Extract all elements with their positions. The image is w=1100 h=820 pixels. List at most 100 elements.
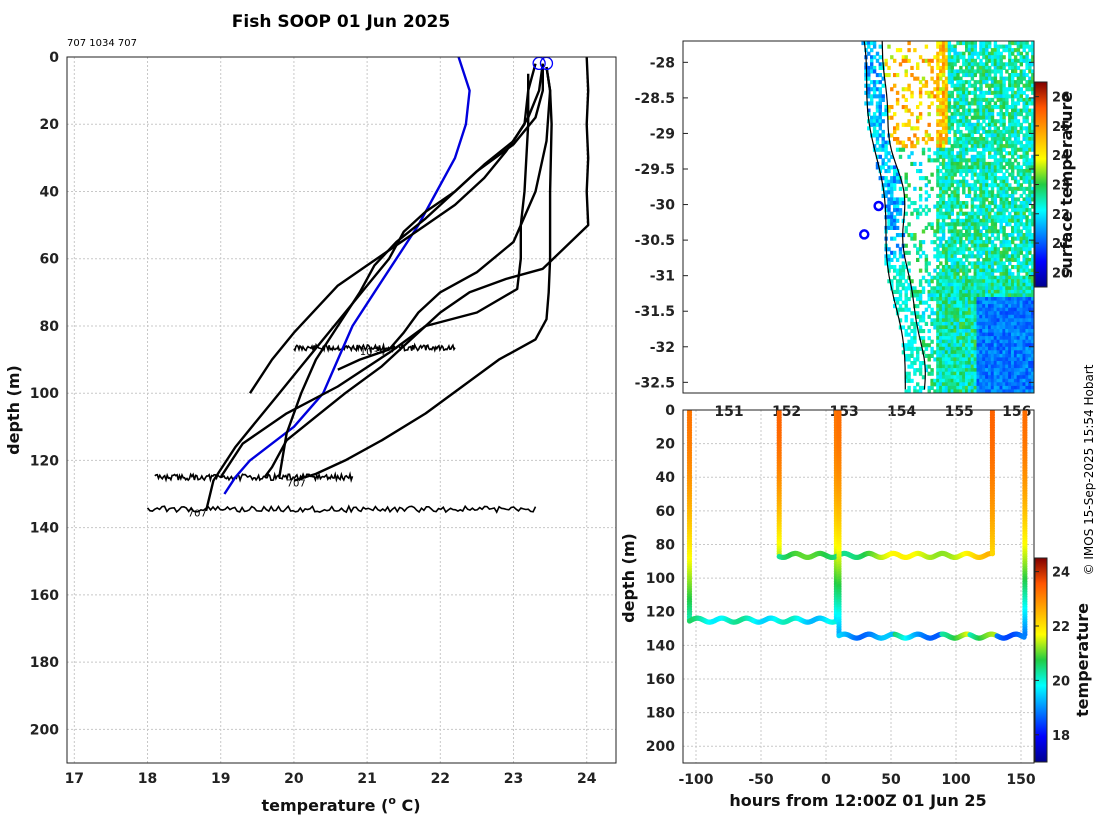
sst-cell — [1028, 44, 1032, 49]
sst-cell — [962, 190, 966, 195]
sst-cell — [973, 275, 977, 280]
time-depth-gridlines — [683, 409, 1034, 763]
sst-cell — [953, 304, 957, 309]
sst-cell — [1005, 265, 1009, 270]
sst-cell — [1013, 101, 1018, 106]
sst-cell — [956, 353, 960, 358]
sst-cell — [1011, 275, 1015, 280]
sst-cell — [953, 297, 957, 302]
sst-cell — [927, 293, 931, 298]
sst-cell — [976, 211, 980, 216]
sst-cell — [993, 41, 998, 46]
sst-cell — [950, 48, 954, 53]
sst-cell — [970, 215, 975, 220]
sst-cell — [1013, 368, 1018, 373]
sst-cell — [936, 375, 940, 380]
sst-cell — [979, 314, 983, 319]
sst-cell — [1011, 73, 1015, 78]
sst-cell — [947, 339, 952, 344]
sst-cell — [936, 165, 940, 170]
sst-cell — [1016, 282, 1021, 287]
sst-cell — [930, 346, 934, 351]
sst-cell — [965, 325, 969, 330]
sst-cell — [999, 190, 1003, 195]
sst-cell — [895, 272, 900, 277]
sst-cell — [901, 300, 906, 305]
sst-cell — [999, 314, 1003, 319]
sst-cell — [962, 282, 966, 287]
sst-cell — [918, 87, 923, 92]
sst-cell — [999, 361, 1003, 366]
sst-cell — [927, 304, 931, 309]
sst-cell — [973, 343, 977, 348]
sst-cell — [1011, 361, 1015, 366]
sst-cell — [959, 80, 963, 85]
sst-cell — [962, 140, 966, 145]
sst-cell — [1005, 151, 1009, 156]
sst-cell — [1005, 161, 1009, 166]
sst-cell — [904, 279, 908, 284]
sst-cell — [901, 197, 906, 202]
sst-cell — [936, 243, 940, 248]
sst-cell — [921, 240, 926, 245]
sst-cell — [916, 304, 920, 309]
sst-cell — [867, 44, 871, 49]
sst-cell — [924, 133, 929, 138]
sst-cell — [936, 321, 940, 326]
sst-cell — [996, 129, 1000, 134]
sst-cell — [1022, 279, 1026, 284]
sst-cell — [1028, 339, 1032, 344]
sst-cell — [959, 165, 963, 170]
sst-cell — [918, 389, 923, 393]
sst-cell — [988, 289, 992, 294]
sst-cell — [895, 90, 900, 95]
sst-cell — [904, 371, 908, 376]
sst-cell — [962, 375, 966, 380]
sst-cell — [1028, 364, 1032, 369]
sst-cell — [936, 222, 940, 227]
sst-cell — [993, 282, 998, 287]
sst-cell — [990, 140, 995, 145]
sst-cell — [941, 151, 946, 156]
sst-cell — [924, 300, 929, 305]
profile-inline-label: 707 — [188, 509, 207, 520]
sst-cell — [1011, 343, 1015, 348]
sst-cell — [979, 318, 983, 323]
sst-cell — [1005, 364, 1009, 369]
sst-cell — [990, 112, 995, 117]
sst-cell — [930, 137, 934, 142]
sst-cell — [1019, 282, 1023, 287]
sst-cell — [999, 129, 1003, 134]
sst-cell — [944, 161, 949, 166]
sst-cell — [953, 268, 957, 273]
sst-cell — [996, 321, 1000, 326]
sst-cell — [967, 254, 972, 259]
sst-cell — [979, 115, 983, 120]
sst-cell — [1022, 314, 1026, 319]
sst-cell — [895, 140, 900, 145]
sst-cell — [1005, 87, 1009, 92]
sst-cell — [898, 307, 903, 312]
sst-cell — [962, 186, 966, 191]
sst-cell — [864, 83, 868, 88]
sst-cell — [993, 176, 998, 181]
sst-cell — [982, 90, 986, 95]
sst-cell — [941, 268, 946, 273]
sst-cell — [990, 80, 995, 85]
sst-cell — [913, 321, 917, 326]
sst-cell — [959, 94, 963, 99]
sst-cell — [962, 218, 966, 223]
sst-cell — [1022, 41, 1026, 46]
sst-cell — [936, 51, 940, 56]
sst-cell — [982, 80, 986, 85]
sst-cell — [887, 105, 891, 110]
sst-cell — [956, 236, 960, 241]
sst-cell — [1008, 51, 1012, 56]
sst-cell — [1025, 51, 1029, 56]
sst-cell — [962, 314, 966, 319]
sst-cell — [990, 385, 995, 390]
sst-cell — [985, 293, 989, 298]
sst-cell — [956, 229, 960, 234]
sst-cell — [904, 389, 908, 393]
sst-cell — [893, 183, 897, 188]
